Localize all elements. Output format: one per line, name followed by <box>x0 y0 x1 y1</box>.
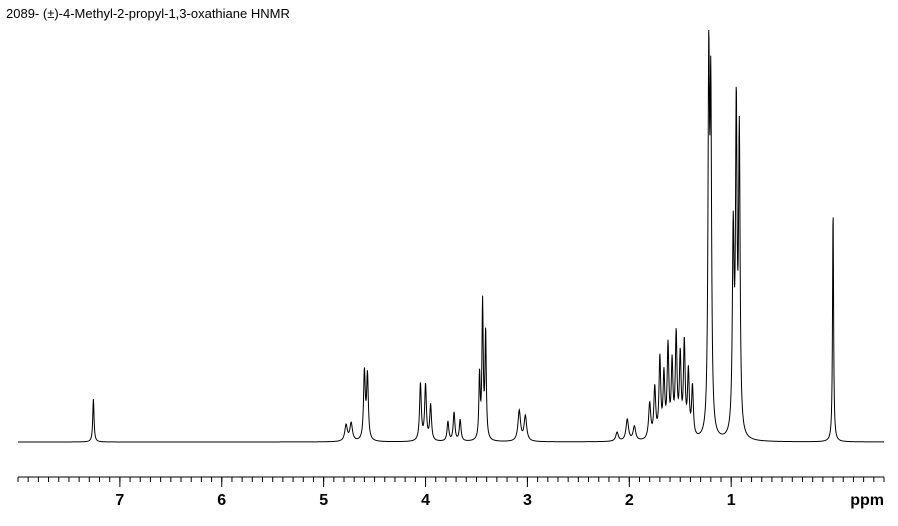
spectrum-path <box>18 30 884 442</box>
axis-tick-label: 2 <box>625 492 634 509</box>
axis-unit-label: ppm <box>850 492 884 509</box>
x-axis: 7 6 5 4 3 2 1 ppm <box>18 477 884 509</box>
nmr-spectrum: 7 6 5 4 3 2 1 ppm <box>0 0 898 526</box>
axis-tick-label: 3 <box>523 492 532 509</box>
axis-tick-label: 5 <box>319 492 328 509</box>
axis-tick-label: 6 <box>217 492 226 509</box>
spectrum-trace <box>18 30 884 442</box>
axis-tick-label: 7 <box>115 492 124 509</box>
spectrum-svg: 7 6 5 4 3 2 1 ppm <box>0 0 898 526</box>
axis-tick-label: 1 <box>727 492 736 509</box>
axis-tick-label: 4 <box>421 492 430 509</box>
